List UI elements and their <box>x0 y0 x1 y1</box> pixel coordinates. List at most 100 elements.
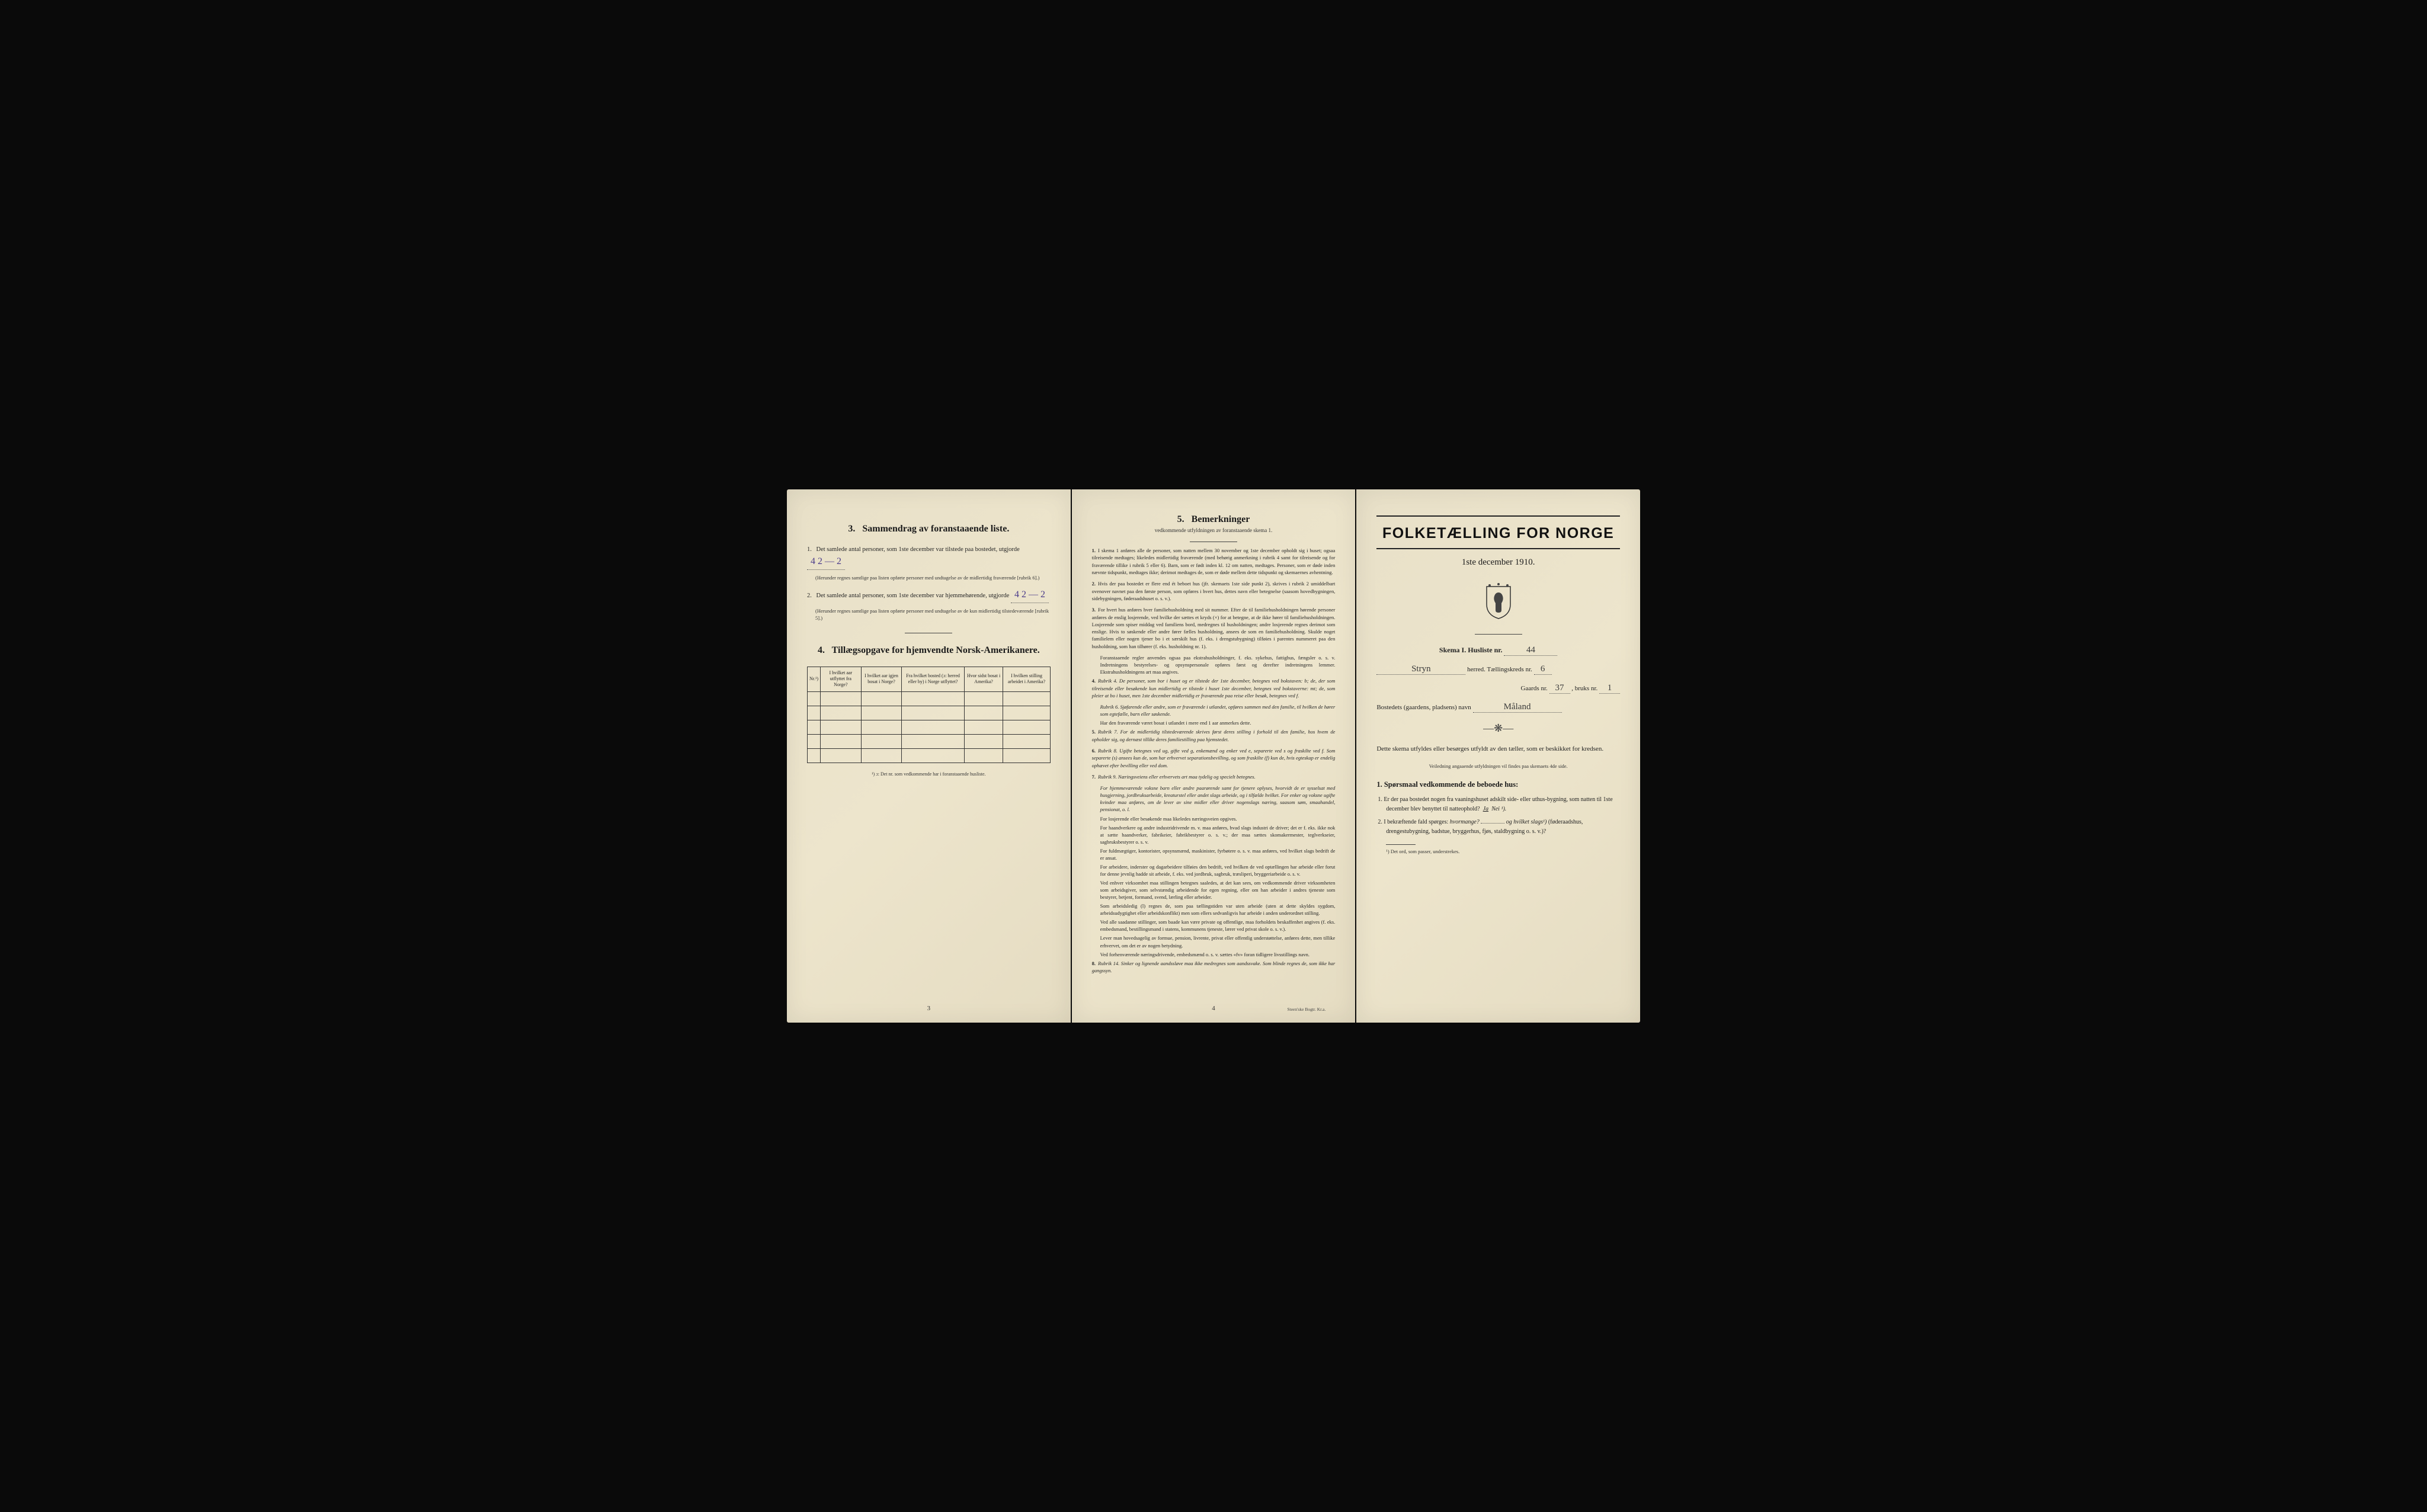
section-5-heading: Bemerkninger <box>1192 514 1250 524</box>
item-2-value: 4 2 — 2 <box>1011 588 1049 603</box>
bruks-nr-value: 1 <box>1599 683 1620 694</box>
skema-line: Skema I. Husliste nr. 44 <box>1376 645 1620 656</box>
divider <box>1475 634 1522 635</box>
page-number: 3 <box>927 1005 931 1012</box>
remark-5: 5.Rubrik 7. For de midlertidig tilstedev… <box>1092 728 1336 743</box>
remark-4b: Rubrik 6. Sjøfarende eller andre, som er… <box>1100 703 1336 717</box>
q1-num: 1. <box>1378 796 1382 803</box>
kreds-nr-value: 6 <box>1534 664 1552 675</box>
item-1-num: 1. <box>807 546 812 553</box>
remark-4c: Har den fraværende været bosat i utlande… <box>1100 719 1336 726</box>
herred-line: Stryn herred. Tællingskreds nr. 6 <box>1376 664 1620 675</box>
page-number: 4 <box>1212 1005 1215 1012</box>
item-1-text: Det samlede antal personer, som 1ste dec… <box>817 546 1020 553</box>
emigrant-table: Nr.¹) I hvilket aar utflyttet fra Norge?… <box>807 667 1051 763</box>
bosted-label: Bostedets (gaardens, pladsens) navn <box>1376 704 1471 711</box>
gaard-nr-value: 37 <box>1549 683 1570 694</box>
table-row <box>808 734 1051 748</box>
remarks-list: 1.I skema 1 anføres alle de personer, so… <box>1092 547 1336 974</box>
remark-7-sub: Lever man hovedsagelig av formue, pensio… <box>1100 934 1336 949</box>
footnote-rule <box>1386 844 1416 845</box>
q2-text-b: hvormange? <box>1450 819 1480 825</box>
skema-label: Skema I. Husliste nr. <box>1439 646 1503 654</box>
col-from-place: Fra hvilket bosted (ɔ: herred eller by) … <box>902 667 964 691</box>
q-section-num: 1. <box>1376 780 1382 789</box>
col-america-place: Hvor sidst bosat i Amerika? <box>964 667 1003 691</box>
gaard-label: Gaards nr. <box>1521 685 1548 692</box>
table-row <box>808 706 1051 720</box>
item-1: 1. Det samlede antal personer, som 1ste … <box>807 545 1051 570</box>
table-footnote: ¹) ɔ: Det nr. som vedkommende har i fora… <box>807 771 1051 777</box>
remark-7-sub: For hjemmeværende voksne barn eller andr… <box>1100 784 1336 813</box>
section-5-subtitle: vedkommende utfyldningen av foranstaaend… <box>1092 527 1336 533</box>
page-1-title: FOLKETÆLLING FOR NORGE 1ste december 191… <box>1356 489 1640 1023</box>
section-3-title: 3. Sammendrag av foranstaaende liste. <box>807 524 1051 534</box>
question-2: 2. I bekræftende fald spørges: hvormange… <box>1386 818 1620 836</box>
husliste-nr-value: 44 <box>1504 645 1557 656</box>
bruks-label: , bruks nr. <box>1571 685 1597 692</box>
q2-text-c: og hvilket slags¹) <box>1506 819 1547 825</box>
document-title: FOLKETÆLLING FOR NORGE <box>1376 525 1620 542</box>
section-3-heading: Sammendrag av foranstaaende liste. <box>862 524 1009 534</box>
page-4-remarks: 5. Bemerkninger vedkommende utfyldningen… <box>1072 489 1356 1023</box>
title-rule <box>1376 548 1620 549</box>
table-row <box>808 720 1051 734</box>
item-2: 2. Det samlede antal personer, som 1ste … <box>807 588 1051 603</box>
printer-mark: Steen'ske Bogtr. Kr.a. <box>1287 1007 1325 1012</box>
instruction-text: Dette skema utfyldes eller besørges utfy… <box>1376 744 1620 755</box>
item-1-value: 4 2 — 2 <box>807 555 845 570</box>
q1-ja: Ja <box>1483 806 1488 812</box>
remark-7-sub: Ved alle saadanne stillinger, som baade … <box>1100 918 1336 933</box>
herred-value: Stryn <box>1376 664 1465 675</box>
col-return-year: I hvilket aar igjen bosat i Norge? <box>861 667 902 691</box>
question-section-title: 1. Spørsmaal vedkommende de beboede hus: <box>1376 780 1620 789</box>
herred-label: herred. Tællingskreds nr. <box>1467 666 1532 673</box>
remark-3: 3.For hvert hus anføres hver familiehush… <box>1092 606 1336 650</box>
ornament-icon: ―❋― <box>1376 722 1620 735</box>
q2-text-a: I bekræftende fald spørges: <box>1384 819 1448 825</box>
q2-blank <box>1481 823 1504 824</box>
q-section-heading: Spørsmaal vedkommende de beboede hus: <box>1384 780 1518 789</box>
footnote-text: ¹) Det ord, som passer, understrekes. <box>1386 848 1620 856</box>
remark-7: 7.Rubrik 9. Næringsveiens eller erhverve… <box>1092 773 1336 780</box>
item-2-num: 2. <box>807 592 812 599</box>
q1-nei: Nei ¹). <box>1491 806 1506 812</box>
remark-7-sub: For haandverkere og andre industridriven… <box>1100 824 1336 845</box>
page-3-summary: 3. Sammendrag av foranstaaende liste. 1.… <box>787 489 1071 1023</box>
section-5-title: 5. Bemerkninger <box>1092 514 1336 525</box>
remark-7-sub: For fuldmægtiger, kontorister, opsynsmæn… <box>1100 847 1336 861</box>
section-5-num: 5. <box>1177 514 1184 524</box>
section-4-num: 4. <box>818 645 825 655</box>
census-date: 1ste december 1910. <box>1376 558 1620 568</box>
table-row <box>808 748 1051 763</box>
remark-7-sub: Ved forhenværende næringsdrivende, embed… <box>1100 951 1336 958</box>
remark-6: 6.Rubrik 8. Ugifte betegnes ved ug, gift… <box>1092 747 1336 769</box>
census-document: 3. Sammendrag av foranstaaende liste. 1.… <box>787 489 1640 1023</box>
question-1: 1. Er der paa bostedet nogen fra vaaning… <box>1386 795 1620 813</box>
bosted-line: Bostedets (gaardens, pladsens) navn Måla… <box>1376 702 1620 713</box>
remark-4: 4.Rubrik 4. De personer, som bor i huset… <box>1092 677 1336 699</box>
remark-3b: Foranstaaende regler anvendes ogsaa paa … <box>1100 654 1336 675</box>
col-nr: Nr.¹) <box>808 667 821 691</box>
table-row <box>808 691 1051 706</box>
remark-7-sub: Ved enhver virksomhet maa stillingen bet… <box>1100 879 1336 901</box>
item-2-text: Det samlede antal personer, som 1ste dec… <box>817 592 1010 599</box>
remark-7-sub: For arbeidere, inderster og dagarbeidere… <box>1100 863 1336 877</box>
col-occupation: I hvilken stilling arbeidet i Amerika? <box>1003 667 1050 691</box>
coat-of-arms-icon <box>1484 582 1513 620</box>
bosted-value: Måland <box>1473 702 1562 713</box>
table-header-row: Nr.¹) I hvilket aar utflyttet fra Norge?… <box>808 667 1051 691</box>
instruction-sub: Veiledning angaaende utfyldningen vil fi… <box>1376 763 1620 770</box>
section-4-heading: Tillægsopgave for hjemvendte Norsk-Ameri… <box>832 645 1040 655</box>
section-3-num: 3. <box>848 524 855 534</box>
gaard-line: Gaards nr. 37 , bruks nr. 1 <box>1376 683 1620 694</box>
remark-1: 1.I skema 1 anføres alle de personer, so… <box>1092 547 1336 576</box>
col-emigrate-year: I hvilket aar utflyttet fra Norge? <box>821 667 862 691</box>
remark-7-sub: For losjerende eller besøkende maa likel… <box>1100 815 1336 822</box>
section-4-title: 4. Tillægsopgave for hjemvendte Norsk-Am… <box>807 645 1051 656</box>
top-rule <box>1376 515 1620 517</box>
remark-2: 2.Hvis der paa bostedet er flere end ét … <box>1092 580 1336 602</box>
remark-8: 8.Rubrik 14. Sinker og lignende aandsslø… <box>1092 960 1336 975</box>
remark-7-sub: Som arbeidsledig (l) regnes de, som paa … <box>1100 902 1336 917</box>
item-2-note: (Herunder regnes samtlige paa listen opf… <box>815 608 1051 622</box>
